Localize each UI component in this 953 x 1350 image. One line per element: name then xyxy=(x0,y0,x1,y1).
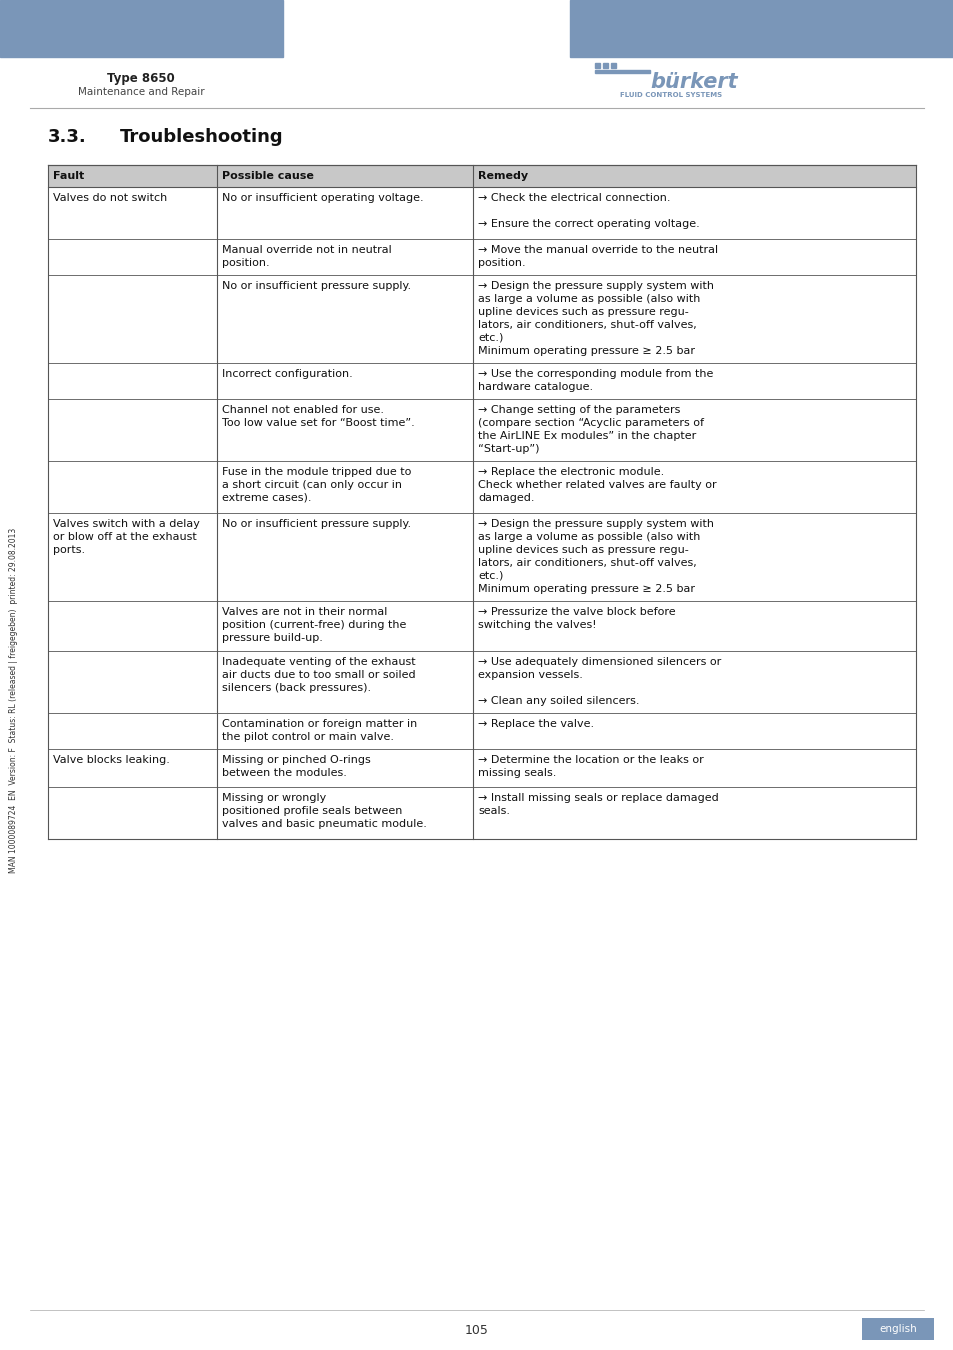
Text: switching the valves!: switching the valves! xyxy=(477,620,596,630)
Text: valves and basic pneumatic module.: valves and basic pneumatic module. xyxy=(222,819,426,829)
Bar xyxy=(48,460,915,513)
Text: → Design the pressure supply system with: → Design the pressure supply system with xyxy=(477,518,713,529)
Bar xyxy=(48,400,915,460)
Text: upline devices such as pressure regu-: upline devices such as pressure regu- xyxy=(477,306,688,317)
Text: → Pressurize the valve block before: → Pressurize the valve block before xyxy=(477,608,675,617)
Text: Fault: Fault xyxy=(53,171,84,181)
Text: No or insufficient operating voltage.: No or insufficient operating voltage. xyxy=(222,193,423,202)
Text: the pilot control or main valve.: the pilot control or main valve. xyxy=(222,732,394,742)
Text: → Check the electrical connection.: → Check the electrical connection. xyxy=(477,193,670,202)
Text: No or insufficient pressure supply.: No or insufficient pressure supply. xyxy=(222,281,411,292)
Text: 105: 105 xyxy=(464,1323,489,1336)
Bar xyxy=(595,63,599,68)
Text: silencers (back pressures).: silencers (back pressures). xyxy=(222,683,371,693)
Text: as large a volume as possible (also with: as large a volume as possible (also with xyxy=(477,294,700,304)
Bar xyxy=(48,513,915,601)
Text: → Determine the location or the leaks or: → Determine the location or the leaks or xyxy=(477,755,703,765)
Text: → Replace the electronic module.: → Replace the electronic module. xyxy=(477,467,663,477)
Text: Minimum operating pressure ≥ 2.5 bar: Minimum operating pressure ≥ 2.5 bar xyxy=(477,346,695,356)
Text: bürkert: bürkert xyxy=(649,72,737,92)
Text: 3.3.: 3.3. xyxy=(48,128,87,146)
Text: Valves switch with a delay: Valves switch with a delay xyxy=(53,518,200,529)
Bar xyxy=(48,275,915,363)
Text: Troubleshooting: Troubleshooting xyxy=(120,128,283,146)
Text: Check whether related valves are faulty or: Check whether related valves are faulty … xyxy=(477,481,716,490)
Text: → Ensure the correct operating voltage.: → Ensure the correct operating voltage. xyxy=(477,219,699,230)
Text: the AirLINE Ex modules” in the chapter: the AirLINE Ex modules” in the chapter xyxy=(477,431,696,441)
Bar xyxy=(602,63,607,68)
Text: Valve blocks leaking.: Valve blocks leaking. xyxy=(53,755,170,765)
Bar xyxy=(48,787,915,838)
Text: etc.): etc.) xyxy=(477,333,503,343)
Text: Fuse in the module tripped due to: Fuse in the module tripped due to xyxy=(222,467,411,477)
Text: → Use adequately dimensioned silencers or: → Use adequately dimensioned silencers o… xyxy=(477,657,720,667)
Text: Inadequate venting of the exhaust: Inadequate venting of the exhaust xyxy=(222,657,416,667)
Text: lators, air conditioners, shut-off valves,: lators, air conditioners, shut-off valve… xyxy=(477,320,696,329)
Text: → Change setting of the parameters: → Change setting of the parameters xyxy=(477,405,679,414)
Text: Remedy: Remedy xyxy=(477,171,528,181)
Text: Incorrect configuration.: Incorrect configuration. xyxy=(222,369,353,379)
Text: Valves are not in their normal: Valves are not in their normal xyxy=(222,608,387,617)
Text: air ducts due to too small or soiled: air ducts due to too small or soiled xyxy=(222,670,416,680)
Text: → Use the corresponding module from the: → Use the corresponding module from the xyxy=(477,369,713,379)
Text: Minimum operating pressure ≥ 2.5 bar: Minimum operating pressure ≥ 2.5 bar xyxy=(477,585,695,594)
Text: Maintenance and Repair: Maintenance and Repair xyxy=(77,86,204,97)
Text: expansion vessels.: expansion vessels. xyxy=(477,670,582,680)
Text: Possible cause: Possible cause xyxy=(222,171,314,181)
Text: → Move the manual override to the neutral: → Move the manual override to the neutra… xyxy=(477,244,718,255)
Text: Channel not enabled for use.: Channel not enabled for use. xyxy=(222,405,384,414)
Text: → Install missing seals or replace damaged: → Install missing seals or replace damag… xyxy=(477,792,718,803)
Text: Missing or wrongly: Missing or wrongly xyxy=(222,792,326,803)
Text: → Design the pressure supply system with: → Design the pressure supply system with xyxy=(477,281,713,292)
Text: Contamination or foreign matter in: Contamination or foreign matter in xyxy=(222,720,416,729)
Text: Type 8650: Type 8650 xyxy=(107,72,174,85)
Bar xyxy=(862,1318,933,1341)
Text: between the modules.: between the modules. xyxy=(222,768,347,778)
Bar xyxy=(48,363,915,400)
Text: position (current-free) during the: position (current-free) during the xyxy=(222,620,406,630)
Bar xyxy=(48,713,915,749)
Text: “Start-up”): “Start-up”) xyxy=(477,444,539,454)
Bar xyxy=(595,70,649,73)
Text: position.: position. xyxy=(222,258,270,269)
Bar xyxy=(610,63,616,68)
Text: english: english xyxy=(879,1324,916,1334)
Text: Missing or pinched O-rings: Missing or pinched O-rings xyxy=(222,755,371,765)
Text: MAN 1000089724  EN  Version: F  Status: RL (released | freigegeben)  printed: 29: MAN 1000089724 EN Version: F Status: RL … xyxy=(10,528,18,872)
Text: No or insufficient pressure supply.: No or insufficient pressure supply. xyxy=(222,518,411,529)
Text: extreme cases).: extreme cases). xyxy=(222,493,312,504)
Bar xyxy=(569,0,953,57)
Text: Manual override not in neutral: Manual override not in neutral xyxy=(222,244,392,255)
Text: seals.: seals. xyxy=(477,806,510,815)
Text: pressure build-up.: pressure build-up. xyxy=(222,633,322,643)
Text: lators, air conditioners, shut-off valves,: lators, air conditioners, shut-off valve… xyxy=(477,558,696,568)
Text: position.: position. xyxy=(477,258,525,269)
Bar xyxy=(48,188,915,239)
Bar xyxy=(48,165,915,188)
Text: missing seals.: missing seals. xyxy=(477,768,556,778)
Text: → Clean any soiled silencers.: → Clean any soiled silencers. xyxy=(477,697,639,706)
Text: FLUID CONTROL SYSTEMS: FLUID CONTROL SYSTEMS xyxy=(619,92,721,99)
Bar xyxy=(48,651,915,713)
Text: (compare section “Acyclic parameters of: (compare section “Acyclic parameters of xyxy=(477,418,703,428)
Text: positioned profile seals between: positioned profile seals between xyxy=(222,806,402,815)
Text: a short circuit (can only occur in: a short circuit (can only occur in xyxy=(222,481,401,490)
Text: etc.): etc.) xyxy=(477,571,503,580)
Text: upline devices such as pressure regu-: upline devices such as pressure regu- xyxy=(477,545,688,555)
Text: as large a volume as possible (also with: as large a volume as possible (also with xyxy=(477,532,700,541)
Bar xyxy=(48,749,915,787)
Bar xyxy=(0,0,283,57)
Text: hardware catalogue.: hardware catalogue. xyxy=(477,382,593,391)
Text: Too low value set for “Boost time”.: Too low value set for “Boost time”. xyxy=(222,418,415,428)
Text: Valves do not switch: Valves do not switch xyxy=(53,193,167,202)
Bar xyxy=(48,601,915,651)
Text: damaged.: damaged. xyxy=(477,493,534,504)
Bar xyxy=(48,239,915,275)
Text: ports.: ports. xyxy=(53,545,85,555)
Text: → Replace the valve.: → Replace the valve. xyxy=(477,720,594,729)
Text: or blow off at the exhaust: or blow off at the exhaust xyxy=(53,532,196,541)
